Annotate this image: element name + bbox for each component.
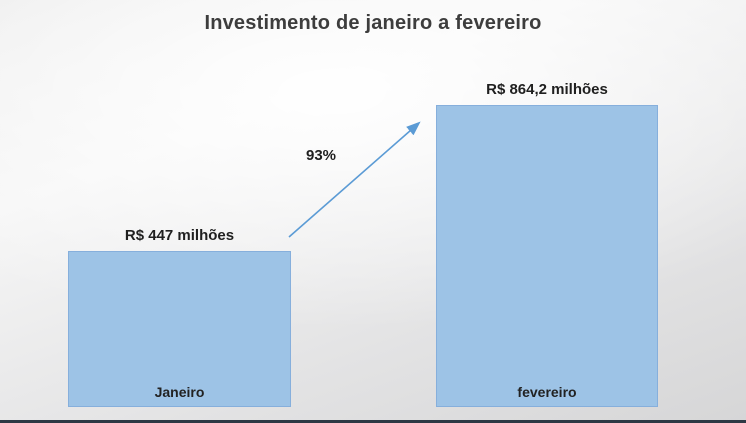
bar-janeiro: Janeiro bbox=[68, 251, 291, 407]
category-label-janeiro: Janeiro bbox=[154, 384, 205, 400]
growth-arrow-line bbox=[288, 121, 421, 238]
bar-fevereiro: fevereiro bbox=[436, 105, 658, 407]
category-label-fevereiro: fevereiro bbox=[517, 384, 577, 400]
growth-percent-label: 93% bbox=[306, 147, 337, 164]
chart-title: Investimento de janeiro a fevereiro bbox=[204, 12, 542, 34]
growth-arrow-icon bbox=[288, 121, 421, 238]
slide-bottom-edge bbox=[0, 420, 746, 423]
value-label-fevereiro: R$ 864,2 milhões bbox=[486, 81, 608, 98]
value-label-janeiro: R$ 447 milhões bbox=[124, 227, 235, 244]
